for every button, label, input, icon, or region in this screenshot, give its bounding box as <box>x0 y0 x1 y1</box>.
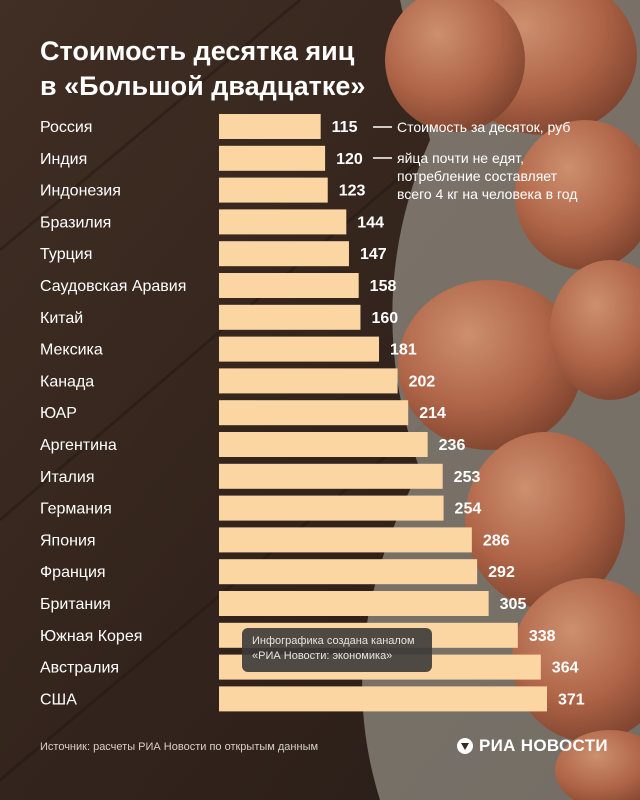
category-label: Россия <box>40 119 92 136</box>
value-label: 214 <box>419 405 446 422</box>
bar <box>219 273 359 298</box>
bar <box>219 527 472 553</box>
annotation-unit: Стоимость за десяток, руб <box>397 119 570 135</box>
credit-line-1: Инфографика создана каналом <box>252 635 415 647</box>
category-label: Китай <box>40 310 83 327</box>
title-line-2: в «Большой двадцатке» <box>40 71 366 101</box>
bar <box>219 336 380 362</box>
annotation-line-3: всего 4 кг на человека в год <box>397 186 577 202</box>
category-label: ЮАР <box>40 405 77 422</box>
category-label: Саудовская Аравия <box>40 278 186 295</box>
category-label: Канада <box>40 373 94 390</box>
value-label: 292 <box>488 564 515 581</box>
annotation-line-2: потребление составляет <box>397 168 558 184</box>
category-label: Индия <box>40 151 87 168</box>
bar <box>219 145 326 171</box>
value-label: 147 <box>360 246 387 263</box>
value-label: 144 <box>357 214 384 231</box>
value-label: 181 <box>390 342 417 359</box>
annotation: Стоимость за десяток, руб яйца почти не … <box>373 119 577 202</box>
value-label: 371 <box>558 691 585 708</box>
bar <box>219 400 409 426</box>
category-label: Германия <box>40 501 112 518</box>
bar <box>219 209 347 235</box>
bar <box>219 304 361 330</box>
category-label: США <box>40 691 77 708</box>
value-label: 123 <box>339 183 366 200</box>
category-label: Бразилия <box>40 214 111 231</box>
bar <box>219 559 478 585</box>
value-label: 202 <box>409 373 436 390</box>
brand-name: РИА НОВОСТИ <box>479 736 608 755</box>
bar <box>219 241 349 267</box>
bar <box>219 177 328 203</box>
value-label: 158 <box>370 278 397 295</box>
value-label: 236 <box>439 437 466 454</box>
category-label: Аргентина <box>40 437 117 454</box>
value-label: 305 <box>500 596 527 613</box>
bar <box>219 591 489 616</box>
bar <box>219 686 547 712</box>
brand-logo: РИА НОВОСТИ <box>456 736 608 756</box>
ria-logo-icon <box>457 738 473 754</box>
source-note: Источник: расчеты РИА Новости по открыты… <box>40 741 319 753</box>
value-label: 160 <box>371 310 398 327</box>
credit-line-2: «РИА Новости: экономика» <box>252 650 393 662</box>
value-label: 254 <box>455 501 482 518</box>
bar <box>219 368 398 394</box>
category-label: Мексика <box>40 342 103 359</box>
value-label: 115 <box>332 119 358 136</box>
bar <box>219 463 443 489</box>
value-label: 364 <box>552 660 579 677</box>
bar <box>219 495 444 521</box>
bar <box>219 114 321 139</box>
value-label: 286 <box>483 532 510 549</box>
category-label: Турция <box>40 246 92 263</box>
category-label: Южная Корея <box>40 628 142 645</box>
category-label: Италия <box>40 469 94 486</box>
value-label: 120 <box>336 151 363 168</box>
value-label: 338 <box>529 628 556 645</box>
category-label: Япония <box>40 532 96 549</box>
category-label: Британия <box>40 596 111 613</box>
annotation-line-1: яйца почти не едят, <box>397 150 524 166</box>
category-label: Франция <box>40 564 106 581</box>
value-label: 253 <box>454 469 481 486</box>
category-label: Австралия <box>40 660 119 677</box>
chart-title: Стоимость десятка яиц в «Большой двадцат… <box>40 34 480 104</box>
bars: Россия 115 Индия 120 Индонезия 123 Бразилия 144… <box>40 114 585 712</box>
category-label: Индонезия <box>40 183 121 200</box>
bar <box>219 432 428 457</box>
credit-box: Инфографика создана каналом «РИА Новости… <box>242 628 432 672</box>
title-line-1: Стоимость десятка яиц <box>40 36 355 66</box>
